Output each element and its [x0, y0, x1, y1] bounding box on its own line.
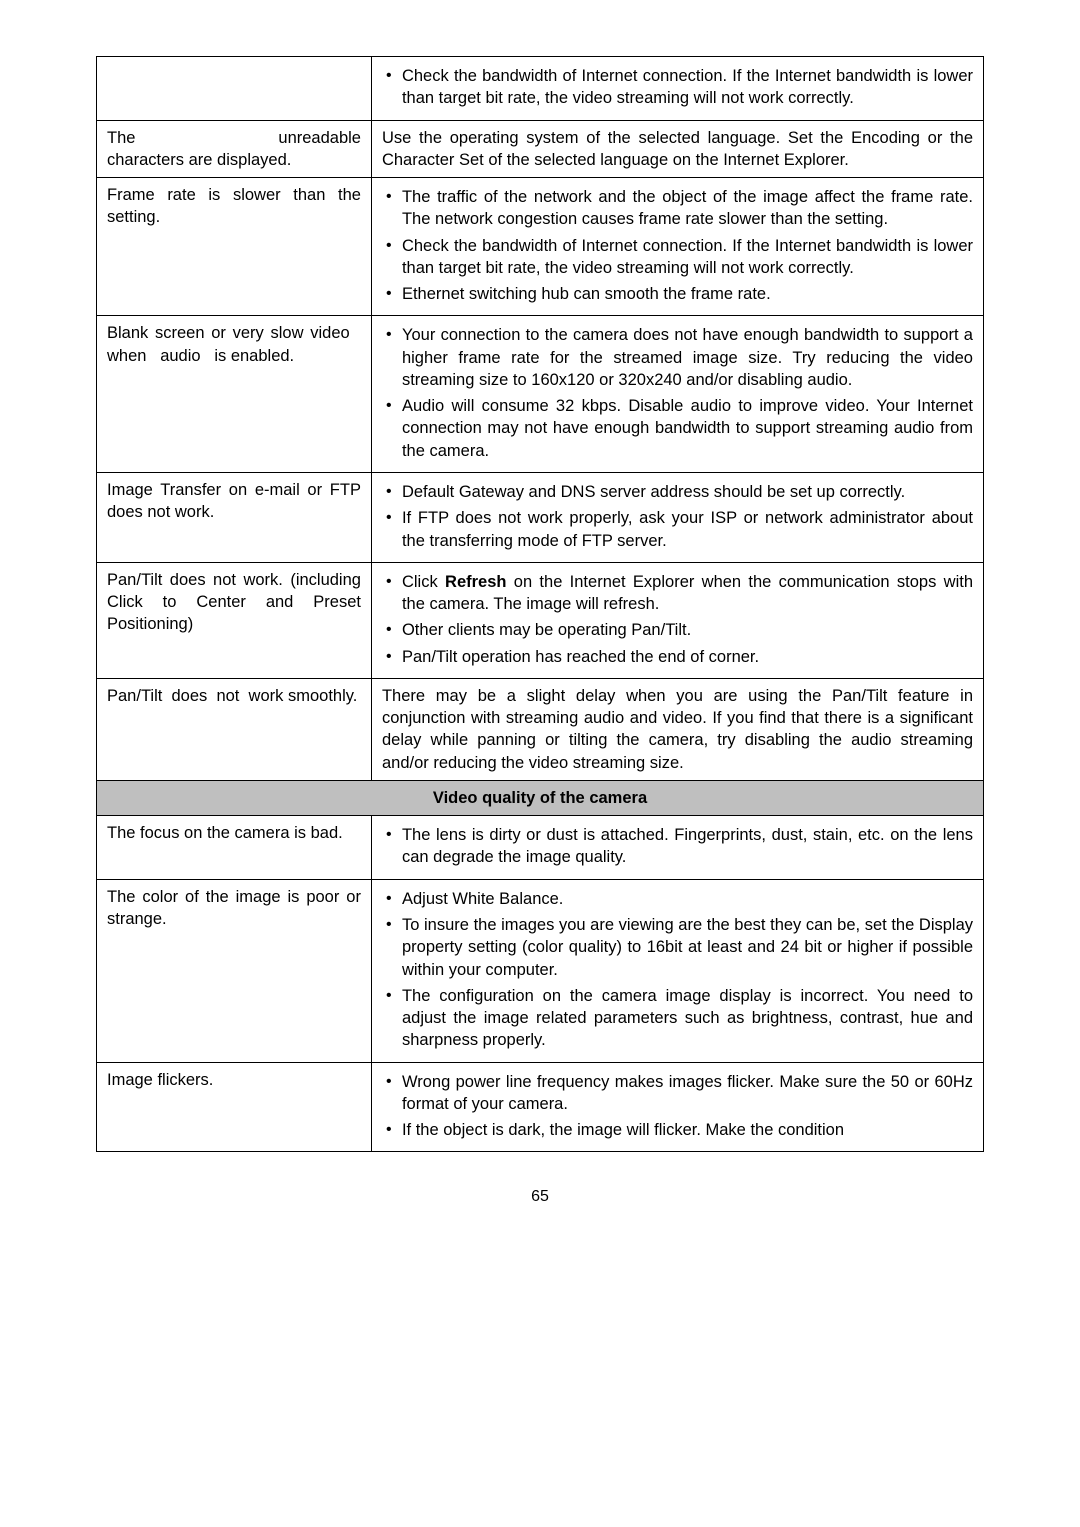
solution-list: The lens is dirty or dust is attached. F…: [382, 824, 973, 869]
table-row: Image flickers.Wrong power line frequenc…: [97, 1062, 984, 1152]
issue-cell: Theunreadablecharacters are displayed.: [97, 120, 372, 178]
list-item: Check the bandwidth of Internet connecti…: [382, 235, 973, 280]
list-item: If FTP does not work properly, ask your …: [382, 507, 973, 552]
solution-cell: The lens is dirty or dust is attached. F…: [371, 816, 983, 880]
table-row: Blank screen or very slow video when aud…: [97, 316, 984, 473]
solution-cell: Default Gateway and DNS server address s…: [371, 472, 983, 562]
solution-list: The traffic of the network and the objec…: [382, 186, 973, 305]
section-header: Video quality of the camera: [97, 780, 984, 815]
issue-cell: Frame rate is slower than the setting.: [97, 178, 372, 316]
list-item: Check the bandwidth of Internet connecti…: [382, 65, 973, 110]
list-item: Adjust White Balance.: [382, 888, 973, 910]
issue-cell: Image Transfer on e-mail or FTP does not…: [97, 472, 372, 562]
list-item: Pan/Tilt operation has reached the end o…: [382, 646, 973, 668]
issue-cell: The focus on the camera is bad.: [97, 816, 372, 880]
solution-list: Adjust White Balance. To insure the image…: [382, 888, 973, 1052]
list-item: Your connection to the camera does not h…: [382, 324, 973, 391]
issue-cell: The color of the image is poor or strang…: [97, 879, 372, 1062]
table-row: Pan/Tilt does not work. (including Click…: [97, 562, 984, 678]
list-item: If the object is dark, the image will fl…: [382, 1119, 973, 1141]
list-item: Ethernet switching hub can smooth the fr…: [382, 283, 973, 305]
solution-list: Check the bandwidth of Internet connecti…: [382, 65, 973, 110]
solution-cell: Your connection to the camera does not h…: [371, 316, 983, 473]
solution-cell: The traffic of the network and the objec…: [371, 178, 983, 316]
list-item: The traffic of the network and the objec…: [382, 186, 973, 231]
solution-list: Wrong power line frequency makes images …: [382, 1071, 973, 1142]
issue-cell: [97, 57, 372, 121]
table-row: Frame rate is slower than the setting.Th…: [97, 178, 984, 316]
solution-cell: Check the bandwidth of Internet connecti…: [371, 57, 983, 121]
issue-cell: Pan/Tilt does not work. (including Click…: [97, 562, 372, 678]
list-item: The configuration on the camera image di…: [382, 985, 973, 1052]
solution-cell: Adjust White Balance. To insure the image…: [371, 879, 983, 1062]
table-row: The focus on the camera is bad.The lens …: [97, 816, 984, 880]
solution-list: Default Gateway and DNS server address s…: [382, 481, 973, 552]
list-item: Other clients may be operating Pan/Tilt.: [382, 619, 973, 641]
issue-cell: Pan/Tilt does not work smoothly.: [97, 678, 372, 780]
list-item: Wrong power line frequency makes images …: [382, 1071, 973, 1116]
list-item: To insure the images you are viewing are…: [382, 914, 973, 981]
list-item: Audio will consume 32 kbps. Disable audi…: [382, 395, 973, 462]
issue-cell: Blank screen or very slow video when aud…: [97, 316, 372, 473]
table-row: The color of the image is poor or strang…: [97, 879, 984, 1062]
table-row: Theunreadablecharacters are displayed.Us…: [97, 120, 984, 178]
solution-list: Click Refresh on the Internet Explorer w…: [382, 571, 973, 668]
list-item: The lens is dirty or dust is attached. F…: [382, 824, 973, 869]
solution-list: Your connection to the camera does not h…: [382, 324, 973, 462]
solution-cell: Click Refresh on the Internet Explorer w…: [371, 562, 983, 678]
table-row: Check the bandwidth of Internet connecti…: [97, 57, 984, 121]
list-item: Click Refresh on the Internet Explorer w…: [382, 571, 973, 616]
section-header-row: Video quality of the camera: [97, 780, 984, 815]
table-row: Image Transfer on e-mail or FTP does not…: [97, 472, 984, 562]
solution-cell: Wrong power line frequency makes images …: [371, 1062, 983, 1152]
list-item: Default Gateway and DNS server address s…: [382, 481, 973, 503]
solution-cell: Use the operating system of the selected…: [371, 120, 983, 178]
troubleshooting-table: Check the bandwidth of Internet connecti…: [96, 56, 984, 1152]
page-number: 65: [96, 1186, 984, 1208]
table-row: Pan/Tilt does not work smoothly.There ma…: [97, 678, 984, 780]
issue-cell: Image flickers.: [97, 1062, 372, 1152]
solution-cell: There may be a slight delay when you are…: [371, 678, 983, 780]
